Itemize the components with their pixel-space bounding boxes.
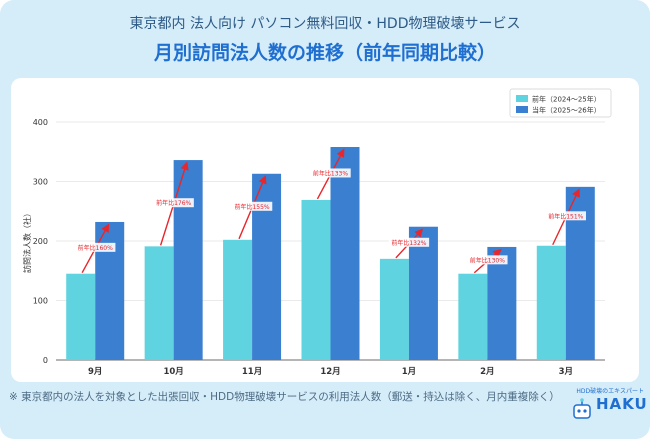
y-tick-label: 400: [33, 118, 48, 127]
haku-logo: HDD破壊のエキスパート HAKU: [566, 386, 647, 432]
bar-current: [252, 173, 282, 360]
x-tick-label: 3月: [559, 367, 573, 377]
bar-previous: [458, 273, 488, 360]
x-tick-label: 10月: [163, 367, 183, 377]
bar-current: [487, 246, 517, 360]
growth-annotation: 前年比130%: [470, 256, 505, 264]
y-tick-label: 200: [33, 237, 48, 246]
growth-annotation: 前年比160%: [78, 244, 113, 252]
bar-previous: [144, 246, 174, 360]
bar-previous: [301, 199, 331, 360]
annotation-box: [310, 168, 351, 178]
y-axis-label: 訪問法人数（社）: [22, 209, 32, 273]
x-tick-label: 2月: [480, 367, 494, 377]
annotation-box: [153, 198, 194, 208]
growth-annotation: 前年比176%: [156, 199, 191, 207]
bar-current: [173, 160, 203, 360]
y-tick-label: 300: [33, 178, 48, 187]
bar-previous: [536, 245, 566, 360]
page-subtitle: 東京都内 法人向け パソコン無料回収・HDD物理破壊サービス: [129, 16, 521, 32]
bar-previous: [66, 273, 96, 360]
legend-swatch: [516, 106, 528, 113]
growth-annotation: 前年比155%: [234, 203, 269, 211]
annotation-box: [388, 237, 430, 247]
legend-swatch: [516, 95, 528, 102]
x-tick-label: 11月: [242, 367, 262, 377]
x-tick-label: 1月: [402, 367, 416, 377]
growth-annotation: 前年比151%: [548, 212, 583, 220]
annotation-box: [231, 201, 273, 211]
bar-current: [95, 221, 125, 360]
page-title: 月別訪問法人数の推移（前年同期比較）: [153, 42, 496, 64]
bar-previous: [379, 258, 409, 360]
bar-current: [408, 226, 438, 360]
x-tick-label: 9月: [88, 367, 102, 377]
bar-previous: [223, 239, 253, 360]
logo-tagline: HDD破壊のエキスパート: [576, 388, 644, 395]
growth-annotation: 前年比132%: [391, 239, 426, 247]
growth-annotation: 前年比133%: [313, 169, 348, 177]
logo-wordmark: HAKU: [596, 395, 648, 413]
y-tick-label: 100: [33, 297, 48, 306]
x-tick-label: 12月: [320, 367, 340, 377]
bar-current: [330, 146, 360, 360]
y-tick-label: 0: [43, 356, 48, 365]
footnote: ※ 東京都内の法人を対象とした出張回収・HDD物理破壊サービスの利用法人数（郵送…: [9, 391, 560, 403]
annotation-box: [75, 242, 116, 252]
robot-icon: [573, 398, 591, 419]
legend-box: [509, 88, 612, 118]
annotation-box: [545, 211, 586, 221]
annotation-box: [467, 255, 508, 265]
legend-label: 前年（2024～25年）: [532, 95, 601, 104]
legend-label: 当年（2025～26年）: [532, 106, 601, 115]
